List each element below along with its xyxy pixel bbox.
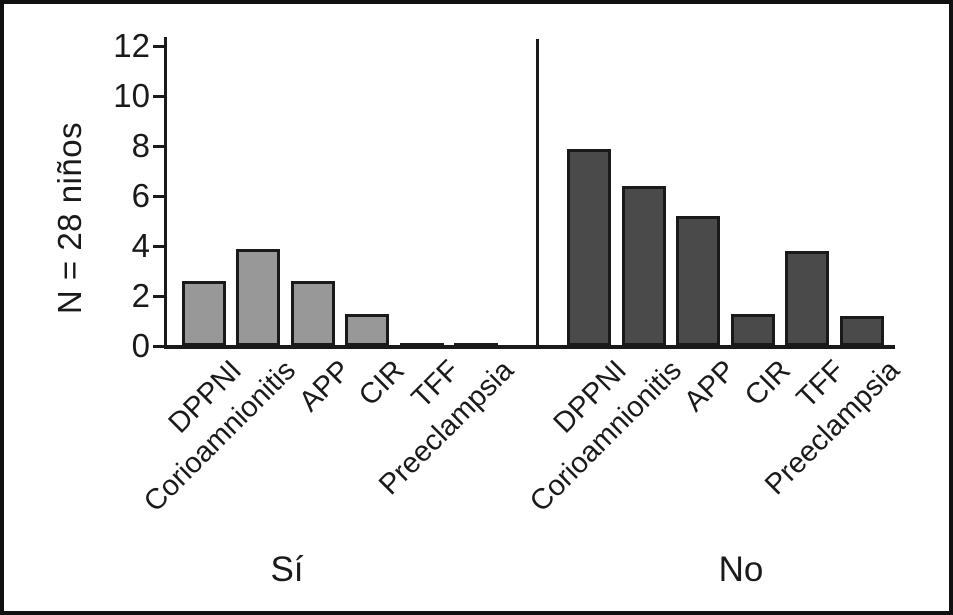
bar-no-app [676, 216, 720, 346]
bar-no-dppni [567, 148, 611, 346]
y-tick-label: 10 [113, 77, 150, 114]
panel-divider-line [536, 39, 539, 346]
y-tick-label: 8 [131, 127, 150, 164]
bar-si-cir [345, 313, 389, 346]
y-tick-mark [153, 44, 164, 48]
bar-no-preeclampsia [840, 316, 884, 346]
bar-no-cir [731, 313, 775, 346]
y-axis-line [164, 37, 167, 348]
y-tick-label: 0 [131, 327, 150, 364]
y-tick-label: 12 [113, 27, 150, 64]
bar-no-tff [785, 251, 829, 346]
y-tick-label: 2 [131, 277, 150, 314]
y-tick-mark [153, 344, 164, 348]
bar-no-corioamnionitis [622, 186, 666, 346]
bar-si-preeclampsia [454, 343, 498, 349]
x-axis-line [164, 345, 895, 349]
bar-si-tff [400, 343, 444, 349]
group-label-no: No [718, 550, 764, 589]
y-tick-mark [153, 294, 164, 298]
group-label-si: Sí [270, 550, 304, 589]
bar-si-app [291, 281, 335, 346]
bar-si-corioamnionitis [236, 248, 280, 346]
bar-si-dppni [182, 281, 226, 346]
y-tick-mark [153, 94, 164, 98]
y-tick-label: 6 [131, 177, 150, 214]
y-tick-mark [153, 194, 164, 198]
y-tick-label: 4 [131, 227, 150, 264]
y-tick-mark [153, 144, 164, 148]
y-tick-mark [153, 244, 164, 248]
